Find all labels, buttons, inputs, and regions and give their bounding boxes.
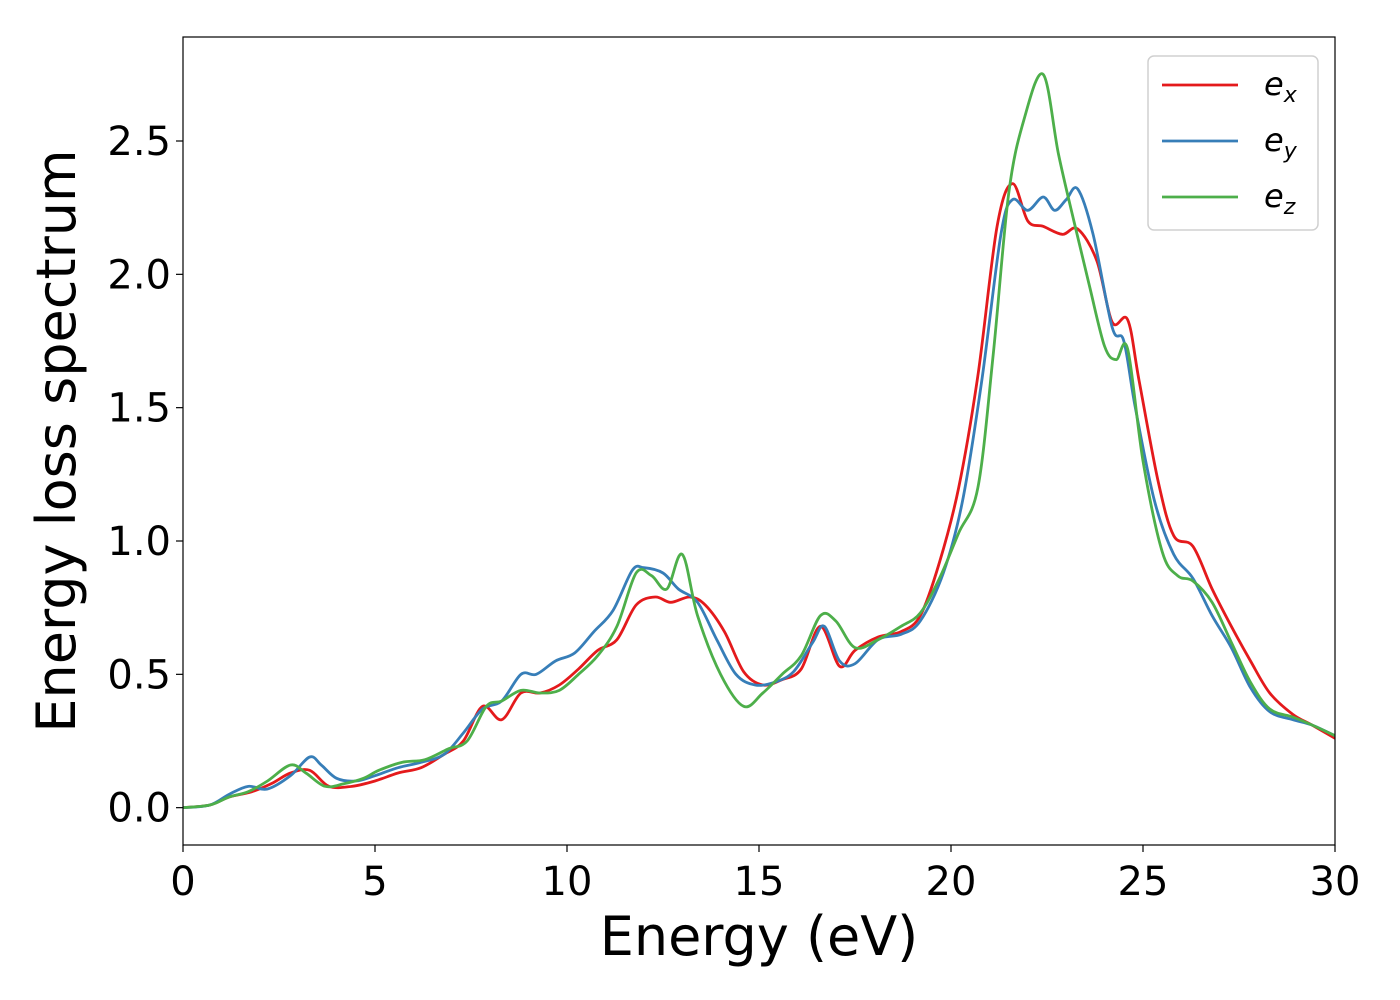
series-layer xyxy=(183,72,1335,810)
x-tick-label: 30 xyxy=(1310,859,1361,905)
y-axis-label: Energy loss spectrum xyxy=(25,149,88,732)
y-tick-label: 2.5 xyxy=(107,119,171,165)
y-tick-label: 0.0 xyxy=(107,786,171,832)
series-line-x xyxy=(183,182,1335,810)
x-tick-label: 15 xyxy=(734,859,785,905)
x-tick-label: 0 xyxy=(170,859,195,905)
x-tick-label: 5 xyxy=(362,859,387,905)
x-axis-ticks: 0 5 10 15 20 25 30 xyxy=(170,845,1360,905)
series-line-y xyxy=(183,186,1335,810)
y-axis-ticks: 0.0 0.5 1.0 1.5 2.0 2.5 xyxy=(107,119,183,832)
x-tick-label: 25 xyxy=(1118,859,1169,905)
legend-label-z: ez xyxy=(1264,177,1296,220)
x-tick-label: 20 xyxy=(926,859,977,905)
x-axis-label: Energy (eV) xyxy=(600,905,919,968)
y-tick-label: 0.5 xyxy=(107,652,171,698)
legend: ex ey ez xyxy=(1147,55,1319,231)
y-tick-label: 1.0 xyxy=(107,519,171,565)
legend-box xyxy=(1147,55,1319,231)
x-tick-label: 10 xyxy=(542,859,593,905)
y-tick-label: 2.0 xyxy=(107,252,171,298)
y-tick-label: 1.5 xyxy=(107,386,171,432)
legend-label-x: ex xyxy=(1264,65,1298,108)
series-line-z xyxy=(183,72,1335,810)
legend-label-y: ey xyxy=(1264,121,1298,164)
